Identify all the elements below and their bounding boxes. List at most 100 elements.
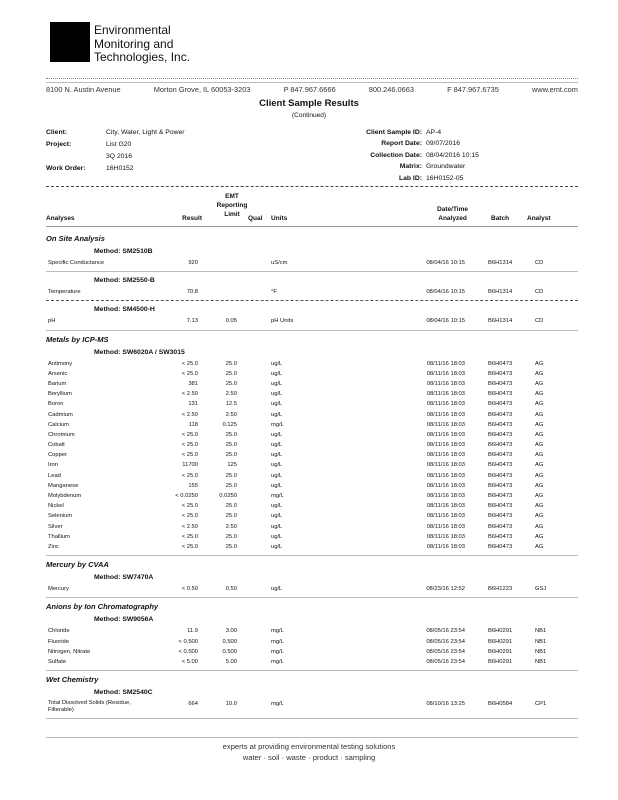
reporting-limit: 0.0250 [219, 493, 237, 499]
analyte: Beryllium [48, 391, 72, 398]
date-analyzed: 08/11/16 18:03 [426, 391, 465, 398]
analyst: AG [535, 401, 544, 408]
reporting-limit: 2.50 [225, 391, 237, 398]
result: < 0.50 [181, 586, 198, 593]
units: mg/L [271, 701, 284, 708]
table-row: Nitrogen, Nitrate < 0.500 0.500 mg/L 08/05/1… [46, 647, 578, 657]
batch: B6H0584 [488, 701, 513, 708]
reporting-limit: 125 [227, 462, 237, 469]
analyst: AG [535, 411, 544, 418]
analyte: Selenium [48, 513, 73, 520]
batch: B6H1314 [488, 260, 513, 266]
sample-info-values: AP-4 09/07/2016 08/04/2016 10:15 Groundw… [426, 127, 479, 184]
analyte: Arsenic [48, 370, 68, 377]
analyst: AG [535, 513, 544, 520]
table-row: Chromium < 25.0 25.0 ug/L 08/11/16 18:03 B6H0… [46, 430, 578, 440]
date-analyzed: 08/11/16 18:03 [426, 370, 465, 377]
analyte: Molybdenum [48, 493, 82, 499]
units: mg/L [271, 493, 284, 499]
result: 155 [188, 482, 198, 489]
batch: B6H0473 [488, 360, 513, 367]
units: ug/L [271, 523, 283, 530]
analyst: AG [535, 462, 544, 469]
units: ug/L [271, 462, 283, 469]
table-row: Molybdenum < 0.0250 0.0250 mg/L 08/11/16 18:… [46, 491, 578, 501]
lab-id-value: 16H0152-05 [426, 174, 464, 182]
analyte: Cadmium [48, 411, 73, 418]
lab-id-label: Lab ID: [398, 174, 422, 182]
table-row: Boron 131 12.5 ug/L 08/11/16 18:03 B6H0473 AG [46, 399, 578, 409]
result: 70.8 [186, 289, 198, 296]
result: 118 [188, 421, 198, 428]
result: < 25.0 [181, 503, 198, 510]
reporting-limit: 25.0 [225, 380, 237, 387]
date-analyzed: 08/11/16 18:03 [426, 452, 465, 459]
reporting-limit: 25.0 [225, 452, 237, 459]
date-analyzed: 08/10/16 13:25 [426, 701, 465, 708]
units: ug/L [271, 401, 283, 408]
reporting-limit: 25.0 [225, 472, 237, 479]
table-row: Thallium < 25.0 25.0 ug/L 08/11/16 18:03 B6H0… [46, 532, 578, 542]
units: uS/cm [271, 260, 288, 266]
footer-services: water · soil · waste · product · samplin… [242, 753, 376, 762]
analyte: Manganese [48, 482, 79, 489]
units: ug/L [271, 533, 283, 540]
analyst: AG [535, 482, 544, 489]
divider [46, 670, 578, 672]
analyst: AG [535, 360, 544, 367]
address-bar: 8100 N. Austin Avenue Morton Grove, IL 6… [46, 82, 578, 94]
collection-date-value: 08/04/2016 10:15 [426, 151, 479, 159]
result: < 2.50 [181, 411, 198, 418]
batch: B6H0473 [488, 452, 513, 459]
project-label: Project: [46, 141, 72, 148]
method-label: Method: SM2510B [94, 248, 153, 255]
table-row: Manganese 155 25.0 ug/L 08/11/16 18:03 B6H047… [46, 481, 578, 491]
table-row: Barium 381 25.0 ug/L 08/11/16 18:03 B6H0473 AG [46, 379, 578, 389]
divider [46, 737, 578, 738]
report-date-value: 09/07/2016 [426, 140, 461, 148]
result-section: Metals by ICP-MS Method: SW6020A / SW3015… [46, 333, 578, 557]
col-analyst: Analyst [527, 215, 551, 222]
result: < 25.0 [181, 360, 198, 367]
section-title: Wet Chemistry [46, 675, 99, 685]
result: 920 [188, 260, 198, 266]
reporting-limit: 0.125 [222, 421, 237, 428]
units: ug/L [271, 543, 283, 550]
table-row: Cobalt < 25.0 25.0 ug/L 08/11/16 18:03 B6H047… [46, 440, 578, 450]
date-analyzed: 08/11/16 18:03 [426, 493, 465, 499]
matrix-label: Matrix: [399, 163, 422, 171]
analyst: CD [535, 318, 544, 325]
date-analyzed: 08/23/16 12:52 [426, 586, 465, 593]
work-order-value: 16H0152 [106, 165, 134, 172]
reporting-limit: 25.0 [225, 513, 237, 520]
batch: B6H0473 [488, 482, 513, 489]
analyte: Nickel [48, 503, 64, 510]
client-info-values: City, Water, Light & Power List G20 3Q 2… [106, 127, 185, 175]
date-analyzed: 08/05/16 23:54 [426, 638, 465, 645]
phone: P 847.967.6666 [283, 85, 336, 94]
result-section: Anions by Ion Chromatography Method: SW90… [46, 600, 578, 672]
units: mg/L [271, 648, 284, 655]
batch: B6H0473 [488, 391, 513, 398]
batch: B6H1314 [488, 289, 513, 296]
client-label: Client: [46, 129, 68, 136]
date-analyzed: 08/11/16 18:03 [426, 360, 465, 367]
reporting-limit: 25.0 [225, 503, 237, 510]
reporting-limit: 2.50 [225, 411, 237, 418]
website-link[interactable]: www.emt.com [531, 85, 578, 94]
date-analyzed: 08/11/16 18:03 [426, 533, 465, 540]
city: Morton Grove, IL 60053-3203 [153, 85, 251, 94]
table-row: Beryllium < 2.50 2.50 ug/L 08/11/16 18:03 B6H… [46, 389, 578, 399]
batch: B6H0473 [488, 462, 513, 469]
reporting-limit: 0.50 [225, 586, 237, 593]
analyst: NB1 [535, 658, 547, 665]
batch: B6H0291 [488, 648, 513, 655]
analyte: Calcium [48, 421, 69, 428]
date-analyzed: 08/11/16 18:03 [426, 523, 465, 530]
divider [46, 329, 578, 331]
section-title: On Site Analysis [46, 234, 105, 243]
units: ug/L [271, 503, 283, 510]
result: < 2.50 [181, 523, 198, 530]
batch: B6H0473 [488, 380, 513, 387]
units: ug/L [271, 482, 283, 489]
